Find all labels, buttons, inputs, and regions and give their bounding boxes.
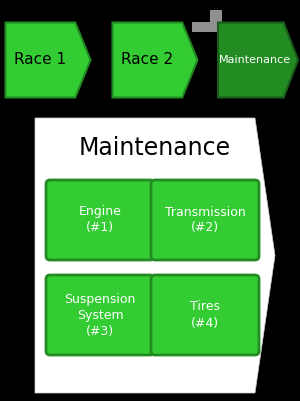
Text: Race 1: Race 1	[14, 53, 66, 67]
Text: Maintenance: Maintenance	[219, 55, 291, 65]
Polygon shape	[192, 10, 222, 32]
Polygon shape	[218, 22, 298, 97]
FancyBboxPatch shape	[151, 275, 259, 355]
FancyBboxPatch shape	[46, 275, 154, 355]
Text: Transmission
(#2): Transmission (#2)	[165, 205, 245, 235]
FancyBboxPatch shape	[151, 180, 259, 260]
FancyBboxPatch shape	[46, 180, 154, 260]
Polygon shape	[112, 22, 197, 97]
Text: Engine
(#1): Engine (#1)	[79, 205, 122, 235]
Text: Tires
(#4): Tires (#4)	[190, 300, 220, 330]
Text: Maintenance: Maintenance	[79, 136, 231, 160]
Polygon shape	[35, 118, 275, 393]
Text: Suspension
System
(#3): Suspension System (#3)	[64, 292, 136, 338]
Polygon shape	[5, 22, 91, 97]
Text: Race 2: Race 2	[121, 53, 173, 67]
